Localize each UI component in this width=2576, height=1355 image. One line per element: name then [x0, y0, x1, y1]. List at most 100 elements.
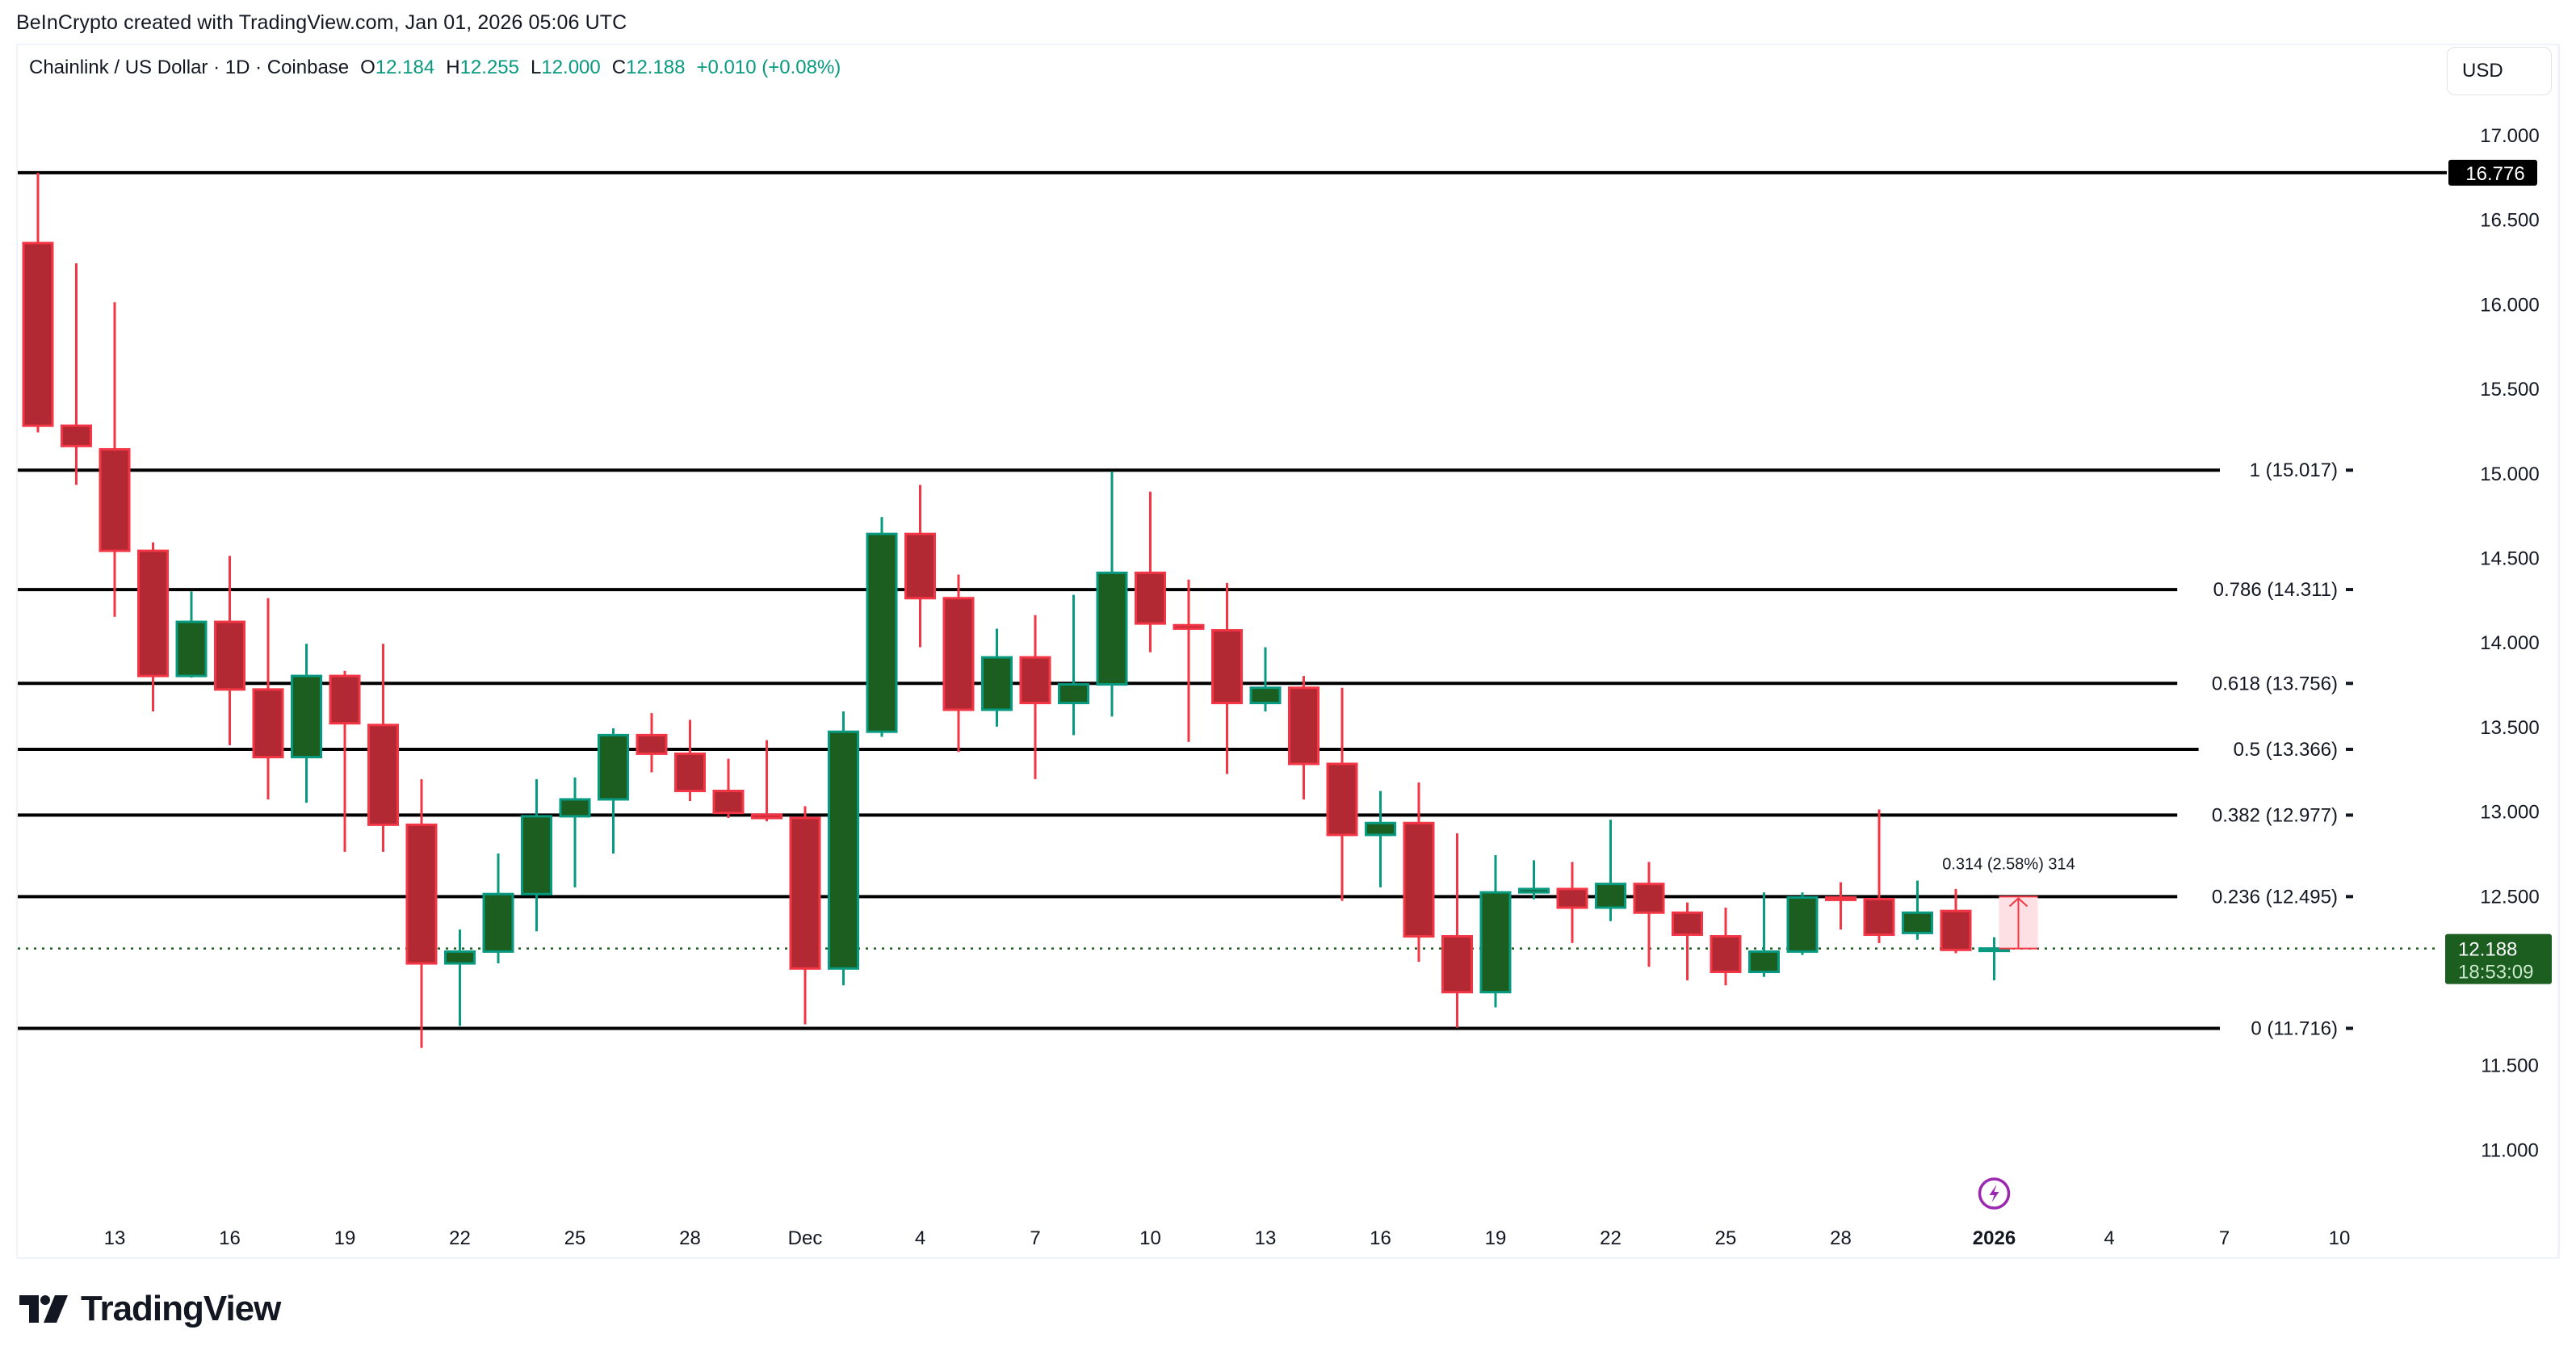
- candle-up[interactable]: [559, 798, 591, 818]
- time-axis-label: 25: [1715, 1227, 1737, 1249]
- candle-up[interactable]: [598, 733, 629, 801]
- candle-up[interactable]: [828, 730, 859, 970]
- candle-down[interactable]: [1135, 571, 1166, 625]
- time-axis-label: 10: [1139, 1227, 1161, 1249]
- candle-down[interactable]: [1940, 909, 1972, 951]
- candle-down[interactable]: [214, 620, 245, 691]
- candle-down[interactable]: [1863, 897, 1895, 936]
- candle-down[interactable]: [405, 823, 438, 965]
- time-axis-label: 4: [2104, 1227, 2114, 1249]
- time-axis-label: 22: [1600, 1227, 1622, 1249]
- price-axis-tick: 16.500: [2480, 210, 2539, 232]
- fib-level-label: 0.382 (12.977): [2212, 804, 2338, 826]
- time-axis-label: 7: [1030, 1227, 1040, 1249]
- measure-label: 0.314 (2.58%) 314: [1942, 855, 2075, 873]
- fib-level-tick: [2346, 1026, 2353, 1030]
- candle-down[interactable]: [367, 724, 399, 826]
- candle-down[interactable]: [789, 816, 821, 970]
- candle-up[interactable]: [1249, 686, 1282, 705]
- candle-up[interactable]: [444, 950, 476, 965]
- candle-up[interactable]: [1479, 891, 1512, 994]
- candle-up[interactable]: [1595, 883, 1626, 909]
- candle-down[interactable]: [252, 688, 284, 759]
- time-axis-label: 19: [1485, 1227, 1507, 1249]
- fib-level-label: 1 (15.017): [2250, 459, 2338, 481]
- candle-up[interactable]: [521, 815, 552, 896]
- candle-down[interactable]: [1441, 935, 1473, 994]
- candle-down[interactable]: [1710, 935, 1742, 974]
- open-value: 12.184: [375, 57, 435, 78]
- candle-down[interactable]: [61, 424, 92, 447]
- candle-up[interactable]: [866, 532, 898, 733]
- fib-level-tick: [2346, 813, 2353, 817]
- candle-down[interactable]: [942, 597, 975, 711]
- tradingview-wordmark: TradingView: [81, 1289, 281, 1328]
- low-value: 12.000: [541, 57, 601, 78]
- fib-level-tick: [2346, 895, 2353, 899]
- candle-up[interactable]: [1096, 571, 1128, 686]
- fib-level-label: 0.236 (12.495): [2212, 886, 2338, 908]
- fib-level-label: 0.5 (13.366): [2234, 739, 2338, 761]
- candle-up[interactable]: [291, 674, 322, 759]
- time-axis-label: 16: [219, 1227, 241, 1249]
- high-price-badge-text: 16.776: [2465, 163, 2524, 185]
- candle-down[interactable]: [1173, 623, 1205, 630]
- currency-button[interactable]: USD: [2447, 47, 2552, 95]
- candle-down[interactable]: [1556, 887, 1588, 909]
- fib-level-tick: [2346, 588, 2353, 592]
- candle-up[interactable]: [1365, 821, 1396, 837]
- change-value: +0.010 (+0.08%): [696, 57, 841, 78]
- candle-up[interactable]: [1902, 911, 1933, 934]
- price-axis-tick: 16.000: [2480, 294, 2539, 316]
- time-axis-label: 4: [915, 1227, 925, 1249]
- candle-up[interactable]: [1748, 950, 1780, 974]
- price-axis-tick: 14.000: [2480, 632, 2539, 654]
- time-axis-label: 7: [2219, 1227, 2230, 1249]
- candle-down[interactable]: [99, 447, 131, 552]
- chart-frame[interactable]: [16, 44, 2560, 1259]
- candle-down[interactable]: [712, 789, 745, 815]
- price-axis-tick: 14.500: [2480, 548, 2539, 570]
- price-axis-tick: 12.500: [2480, 886, 2539, 908]
- candle-down[interactable]: [751, 813, 782, 820]
- candle-down[interactable]: [1019, 656, 1051, 705]
- price-axis-tick: 17.000: [2480, 125, 2539, 147]
- candle-down[interactable]: [636, 733, 668, 755]
- candle-down[interactable]: [1633, 883, 1665, 914]
- price-axis-tick: 13.000: [2480, 802, 2539, 824]
- time-axis-label: 22: [449, 1227, 471, 1249]
- high-price-badge: [2448, 159, 2537, 186]
- candle-up[interactable]: [1786, 896, 1819, 953]
- candle-down[interactable]: [137, 549, 169, 678]
- candle-down[interactable]: [1825, 896, 1856, 901]
- tradingview-logo[interactable]: TradingView: [19, 1289, 281, 1329]
- time-axis-label: Dec: [788, 1227, 823, 1249]
- close-label: C: [611, 57, 627, 78]
- time-axis-label: 28: [1830, 1227, 1852, 1249]
- candle-down[interactable]: [1672, 911, 1703, 936]
- candle-up[interactable]: [482, 892, 514, 953]
- candle-down[interactable]: [1326, 762, 1358, 837]
- candle-down[interactable]: [1288, 686, 1319, 766]
- time-axis-label: 13: [1255, 1227, 1277, 1249]
- candle-down[interactable]: [22, 241, 54, 427]
- lightning-bolt-glyph: [1989, 1185, 1999, 1202]
- high-label: H: [446, 57, 460, 78]
- candle-up[interactable]: [1058, 683, 1089, 705]
- candle-down[interactable]: [329, 674, 361, 725]
- candle-up[interactable]: [981, 656, 1013, 711]
- candle-up[interactable]: [1978, 947, 2010, 953]
- fib-level-tick: [2346, 468, 2353, 472]
- price-axis-tick: 15.000: [2480, 464, 2539, 485]
- symbol-title[interactable]: Chainlink / US Dollar · 1D · Coinbase: [29, 57, 350, 78]
- candle-down[interactable]: [1403, 821, 1435, 938]
- price-axis-tick: 11.000: [2481, 1139, 2539, 1161]
- candle-up[interactable]: [1518, 887, 1550, 894]
- candle-down[interactable]: [1211, 629, 1243, 705]
- candle-down[interactable]: [674, 752, 706, 792]
- candle-down[interactable]: [904, 532, 936, 600]
- candle-up[interactable]: [175, 620, 208, 678]
- close-value: 12.188: [626, 57, 686, 78]
- fib-level-tick: [2346, 682, 2353, 686]
